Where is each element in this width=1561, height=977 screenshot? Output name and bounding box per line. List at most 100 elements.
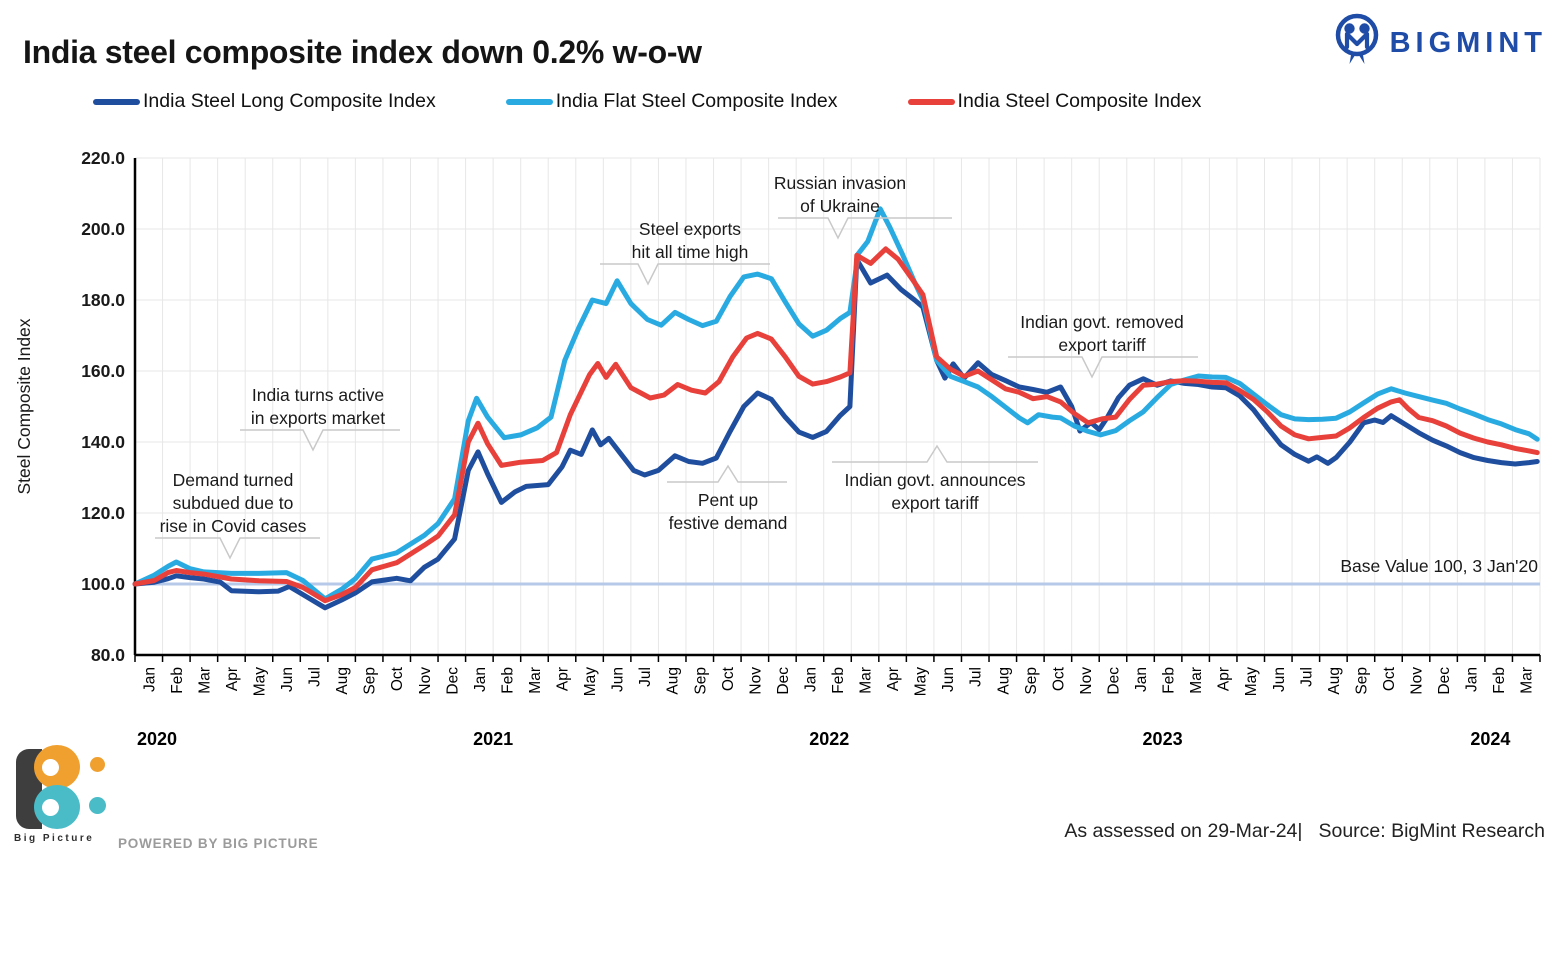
svg-text:in exports market: in exports market: [251, 408, 385, 428]
year-label-2024: 2024: [1470, 729, 1510, 749]
annotation-export-tariff-announced: Indian govt. announces export tariff: [832, 444, 1038, 513]
svg-text:Dec: Dec: [775, 667, 792, 695]
big-picture-logo-lobe-orange: [34, 745, 80, 789]
svg-text:Nov: Nov: [417, 667, 434, 695]
svg-text:festive demand: festive demand: [669, 513, 788, 533]
svg-text:of Ukraine: of Ukraine: [800, 196, 880, 216]
svg-text:May: May: [251, 667, 268, 697]
y-axis-labels: 80.0 100.0 120.0 140.0 160.0 180.0 200.0 220.0: [81, 148, 125, 665]
svg-text:Russian invasion: Russian invasion: [774, 173, 906, 193]
svg-text:Jul: Jul: [637, 667, 654, 687]
svg-text:Apr: Apr: [1216, 667, 1233, 691]
svg-text:Jan: Jan: [802, 667, 819, 692]
svg-text:Steel exports: Steel exports: [639, 219, 741, 239]
svg-text:May: May: [913, 667, 930, 697]
svg-text:Jul: Jul: [307, 667, 324, 687]
powered-by-label: POWERED BY BIG PICTURE: [118, 836, 319, 851]
assessed-date-label: As assessed on 29-Mar-24|: [1064, 820, 1303, 842]
svg-text:160.0: 160.0: [81, 361, 125, 381]
svg-text:Jun: Jun: [279, 667, 296, 692]
svg-text:Apr: Apr: [224, 667, 241, 691]
x-axis-years: 2020 2021 2022 2023 2024: [137, 729, 1510, 749]
annotation-export-tariff-removed: Indian govt. removed export tariff: [1008, 312, 1198, 379]
legend-label-flat: India Flat Steel Composite Index: [555, 90, 838, 112]
legend-label-composite: India Steel Composite Index: [957, 90, 1202, 112]
chart-canvas: 80.0 100.0 120.0 140.0 160.0 180.0 200.0 220.0 S…: [14, 148, 1541, 749]
big-picture-logo: Big Picture: [6, 745, 116, 855]
svg-text:Feb: Feb: [169, 667, 186, 694]
legend-swatch-flat: [505, 98, 553, 105]
svg-text:rise in Covid cases: rise in Covid cases: [160, 516, 307, 536]
legend-swatch-composite: [907, 98, 955, 105]
svg-text:Feb: Feb: [499, 667, 516, 694]
svg-text:Nov: Nov: [1409, 667, 1426, 695]
svg-text:Jul: Jul: [968, 667, 985, 687]
svg-text:Apr: Apr: [885, 667, 902, 691]
year-label-2021: 2021: [473, 729, 513, 749]
chart-axes: [133, 158, 1541, 662]
x-axis-labels: Jan Feb Mar Apr May Jun Jul Aug Sep Oct Nov Dec Jan F…: [141, 666, 1535, 696]
svg-text:Mar: Mar: [196, 667, 213, 694]
bigmint-logo-icon: [1334, 12, 1381, 75]
svg-text:80.0: 80.0: [91, 645, 125, 665]
year-label-2022: 2022: [809, 729, 849, 749]
svg-text:180.0: 180.0: [81, 290, 125, 310]
svg-text:Jun: Jun: [610, 667, 627, 692]
svg-text:Mar: Mar: [527, 667, 544, 694]
svg-text:Demand turned: Demand turned: [173, 470, 294, 490]
svg-text:export tariff: export tariff: [891, 493, 978, 513]
svg-text:India turns active: India turns active: [252, 385, 384, 405]
svg-text:Sep: Sep: [692, 667, 709, 695]
legend-label-long: India Steel Long Composite Index: [143, 90, 436, 112]
svg-text:220.0: 220.0: [81, 148, 125, 168]
svg-text:May: May: [582, 667, 599, 697]
source-label: Source: BigMint Research: [1318, 820, 1545, 842]
svg-text:Sep: Sep: [1023, 667, 1040, 695]
svg-text:Oct: Oct: [1050, 666, 1067, 691]
svg-text:Pent up: Pent up: [698, 490, 758, 510]
annotation-steel-exports-high: Steel exports hit all time high: [600, 219, 770, 286]
svg-text:Jan: Jan: [1133, 667, 1150, 692]
big-picture-logo-text: Big Picture: [14, 833, 95, 844]
svg-text:Jul: Jul: [1298, 667, 1315, 687]
svg-text:Oct: Oct: [720, 666, 737, 691]
svg-text:Aug: Aug: [1326, 667, 1343, 695]
annotation-covid-demand: Demand turned subdued due to rise in Covid…: [155, 470, 320, 560]
legend-swatch-long: [93, 98, 140, 105]
svg-text:Jun: Jun: [1271, 667, 1288, 692]
svg-text:Feb: Feb: [830, 667, 847, 694]
footer-source: As assessed on 29-Mar-24| Source: BigMin…: [1064, 820, 1545, 843]
svg-text:Jan: Jan: [1464, 667, 1481, 692]
svg-text:Dec: Dec: [1105, 667, 1122, 695]
svg-text:Mar: Mar: [1188, 667, 1205, 694]
base-value-label: Base Value 100, 3 Jan'20: [1340, 556, 1538, 576]
annotation-exports-active: India turns active in exports market: [240, 385, 400, 452]
svg-text:Dec: Dec: [1436, 667, 1453, 695]
svg-text:Indian govt. announces: Indian govt. announces: [845, 470, 1026, 490]
svg-text:Oct: Oct: [1381, 666, 1398, 691]
svg-text:subdued due to: subdued due to: [173, 493, 294, 513]
legend-item-composite: India Steel Composite Index: [907, 90, 1202, 113]
svg-text:May: May: [1243, 667, 1260, 697]
svg-text:Apr: Apr: [555, 667, 572, 691]
svg-text:Aug: Aug: [665, 667, 682, 695]
annotation-pent-up-demand: Pent up festive demand: [667, 464, 788, 533]
svg-text:200.0: 200.0: [81, 219, 125, 239]
svg-text:Aug: Aug: [334, 667, 351, 695]
svg-text:Sep: Sep: [1353, 667, 1370, 695]
legend-item-flat: India Flat Steel Composite Index: [505, 90, 838, 113]
page-title: India steel composite index down 0.2% w-…: [23, 34, 702, 70]
svg-text:140.0: 140.0: [81, 432, 125, 452]
svg-text:hit all time high: hit all time high: [632, 242, 749, 262]
big-picture-logo-dot-orange: [90, 757, 105, 772]
svg-text:Oct: Oct: [389, 666, 406, 691]
chart-legend: India Steel Long Composite Index India F…: [93, 90, 1201, 113]
svg-text:Feb: Feb: [1161, 667, 1178, 694]
svg-text:Sep: Sep: [362, 667, 379, 695]
annotation-russian-invasion: Russian invasion of Ukraine: [774, 173, 952, 240]
chart-gridlines: [135, 157, 1541, 656]
legend-item-long: India Steel Long Composite Index: [93, 90, 436, 113]
svg-text:Dec: Dec: [444, 667, 461, 695]
svg-text:Mar: Mar: [1519, 667, 1536, 694]
